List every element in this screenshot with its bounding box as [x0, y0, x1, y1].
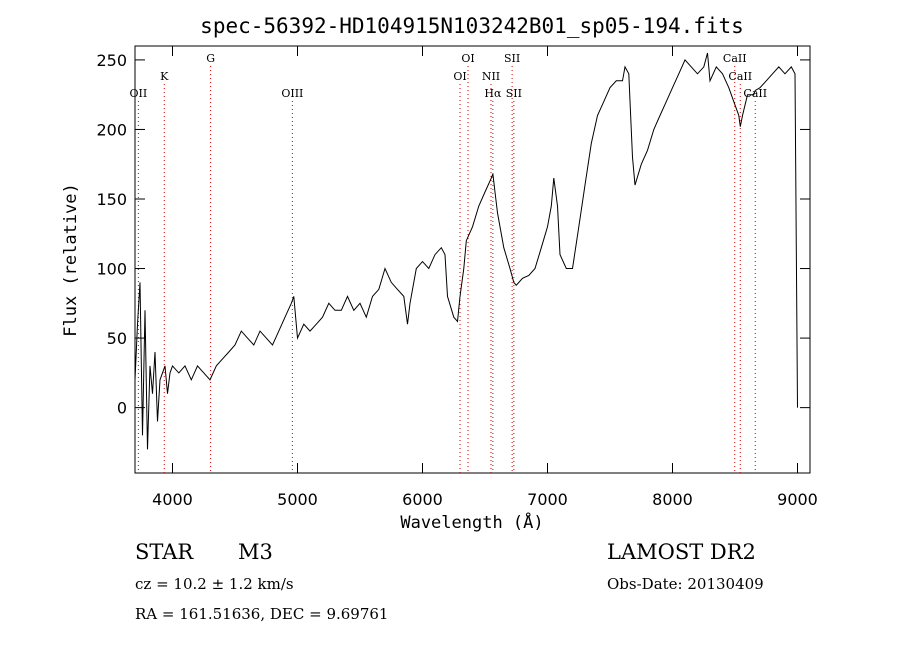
- spectral-line-label: OI: [453, 70, 466, 83]
- y-tick-label: 200: [96, 120, 127, 139]
- spectral-line-label: CaII: [728, 70, 752, 83]
- x-tick-label: 8000: [652, 490, 693, 509]
- y-tick-label: 50: [107, 329, 127, 348]
- y-tick-label: 0: [117, 399, 127, 418]
- spectral-line-label: OI: [461, 52, 474, 65]
- y-tick-label: 250: [96, 51, 127, 70]
- chart-title: spec-56392-HD104915N103242B01_sp05-194.f…: [200, 14, 744, 38]
- y-tick-label: 150: [96, 190, 127, 209]
- spectral-line-markers: OII K G OIII OI OI NII Hα SII SII CaII CaII CaII: [130, 52, 767, 473]
- spectral-line-label: CaII: [723, 52, 747, 65]
- spectral-line-label: SII: [506, 87, 522, 100]
- x-tick-label: 4000: [152, 490, 193, 509]
- x-tick-label: 5000: [277, 490, 318, 509]
- x-axis-label: Wavelength (Å): [400, 511, 543, 533]
- spectral-line-label: Hα: [484, 87, 502, 100]
- spectrum-series-line: [134, 52, 798, 450]
- spectral-line-label: K: [160, 70, 169, 83]
- redshift-cz: cz = 10.2 ± 1.2 km/s: [135, 575, 294, 593]
- y-tick-label: 100: [96, 260, 127, 279]
- ra-dec-coords: RA = 161.51636, DEC = 9.69761: [135, 605, 389, 623]
- spectral-line-label: OIII: [281, 87, 303, 100]
- plot-frame: [134, 45, 811, 474]
- y-axis-label: Flux (relative): [61, 183, 81, 337]
- spectral-line-label: SII: [504, 52, 520, 65]
- observation-date: Obs-Date: 20130409: [607, 575, 764, 593]
- x-tick-label: 9000: [777, 490, 818, 509]
- spectral-line-label: OII: [130, 87, 148, 100]
- x-tick-label: 6000: [402, 490, 443, 509]
- survey-name: LAMOST DR2: [607, 540, 756, 564]
- spectral-line-label: G: [206, 52, 215, 65]
- spectral-line-label: CaII: [743, 87, 767, 100]
- x-tick-label: 7000: [527, 490, 568, 509]
- spectral-line-label: NII: [482, 70, 500, 83]
- object-class: STAR: [135, 540, 194, 564]
- axis-ticks: 4000 5000 6000 7000 8000 9000 0 50 100 150 200 250: [96, 46, 818, 509]
- object-subclass: M3: [238, 540, 273, 564]
